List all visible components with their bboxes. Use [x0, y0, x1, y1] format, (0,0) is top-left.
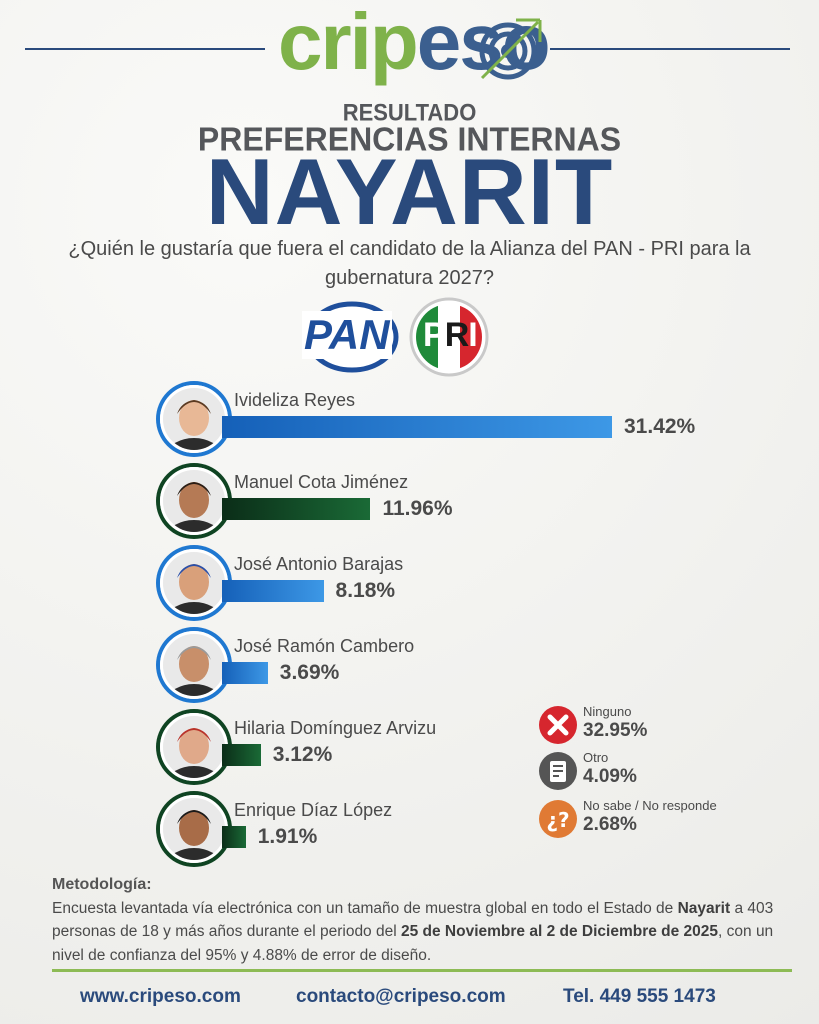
pri-logo: PRI	[409, 297, 489, 377]
candidate-name: Enrique Díaz López	[234, 800, 393, 820]
candidate-name: José Antonio Barajas	[234, 554, 404, 574]
header-rule-right	[550, 48, 790, 50]
candidate-photo	[160, 385, 228, 453]
header-rule-left	[25, 48, 265, 50]
answer-percent: 32.95%	[583, 720, 648, 741]
question-icon: ¿?	[538, 799, 578, 839]
answer-label: No sabe / No responde	[583, 798, 717, 813]
methodology-text-2: a 403 personas de 18 y más años durante …	[52, 899, 774, 941]
methodology-bold-2: 25 de Noviembre al 2 de Diciembre de 202…	[400, 923, 719, 940]
footer-rule	[52, 969, 792, 972]
candidate-photo	[160, 549, 228, 617]
candidate-photo	[160, 631, 228, 699]
candidate-name: Hilaria Domínguez Arvizu	[234, 718, 437, 738]
candidate-bar	[222, 744, 261, 766]
answer-percent: 2.68%	[583, 814, 637, 835]
candidate-name: Ivideliza Reyes	[234, 390, 356, 410]
title-nayarit: NAYARIT	[205, 139, 614, 244]
cripeso-logo: cripeso	[278, 0, 551, 86]
candidate-percent: 3.69%	[279, 661, 340, 684]
methodology-bold-1: Nayarit	[677, 899, 731, 917]
candidate-bar-chart: Ivideliza Reyes 31.42% Manuel Cota Jiménez…	[160, 385, 696, 863]
candidate-bar	[222, 416, 612, 438]
candidate-bar	[222, 580, 324, 602]
candidate-name: Manuel Cota Jiménez	[234, 472, 409, 492]
survey-question: ¿Quién le gustaría que fuera el candidat…	[68, 238, 751, 289]
candidate-bar	[222, 826, 246, 848]
svg-text:¿?: ¿?	[546, 808, 569, 832]
email-link[interactable]: contacto@cripeso.com	[296, 986, 506, 1007]
methodology-title: Metodología:	[52, 876, 152, 893]
candidate-percent: 31.42%	[624, 415, 696, 438]
candidate-percent: 3.12%	[272, 743, 333, 766]
pan-logo: PAN	[300, 297, 400, 377]
methodology-text-1: Encuesta levantada vía electrónica con u…	[52, 899, 678, 917]
candidate-percent: 11.96%	[382, 497, 453, 520]
candidate-name: José Ramón Cambero	[234, 636, 415, 656]
answer-label: Otro	[583, 750, 609, 765]
candidate-photo	[160, 713, 228, 781]
phone-number: Tel. 449 555 1473	[563, 986, 716, 1007]
candidate-photo	[160, 795, 228, 863]
title-preferencias: PREFERENCIAS INTERNAS	[197, 120, 622, 158]
target-icon	[479, 18, 542, 80]
candidate-percent: 1.91%	[257, 825, 318, 848]
candidate-photo	[160, 467, 228, 535]
ballot-icon	[538, 751, 578, 791]
candidate-bar	[222, 498, 371, 520]
methodology-text-3: , con un nivel de confianza del 95% y 4.…	[52, 923, 774, 964]
x-icon	[538, 705, 578, 745]
answer-label: Ninguno	[583, 704, 632, 719]
methodology: Metodología: Encuesta levantada vía elec…	[52, 873, 777, 967]
website-link[interactable]: www.cripeso.com	[80, 986, 241, 1007]
title-resultado: RESULTADO	[342, 98, 477, 127]
answer-percent: 4.09%	[583, 766, 637, 787]
candidate-bar	[222, 662, 268, 684]
candidate-percent: 8.18%	[335, 579, 396, 602]
